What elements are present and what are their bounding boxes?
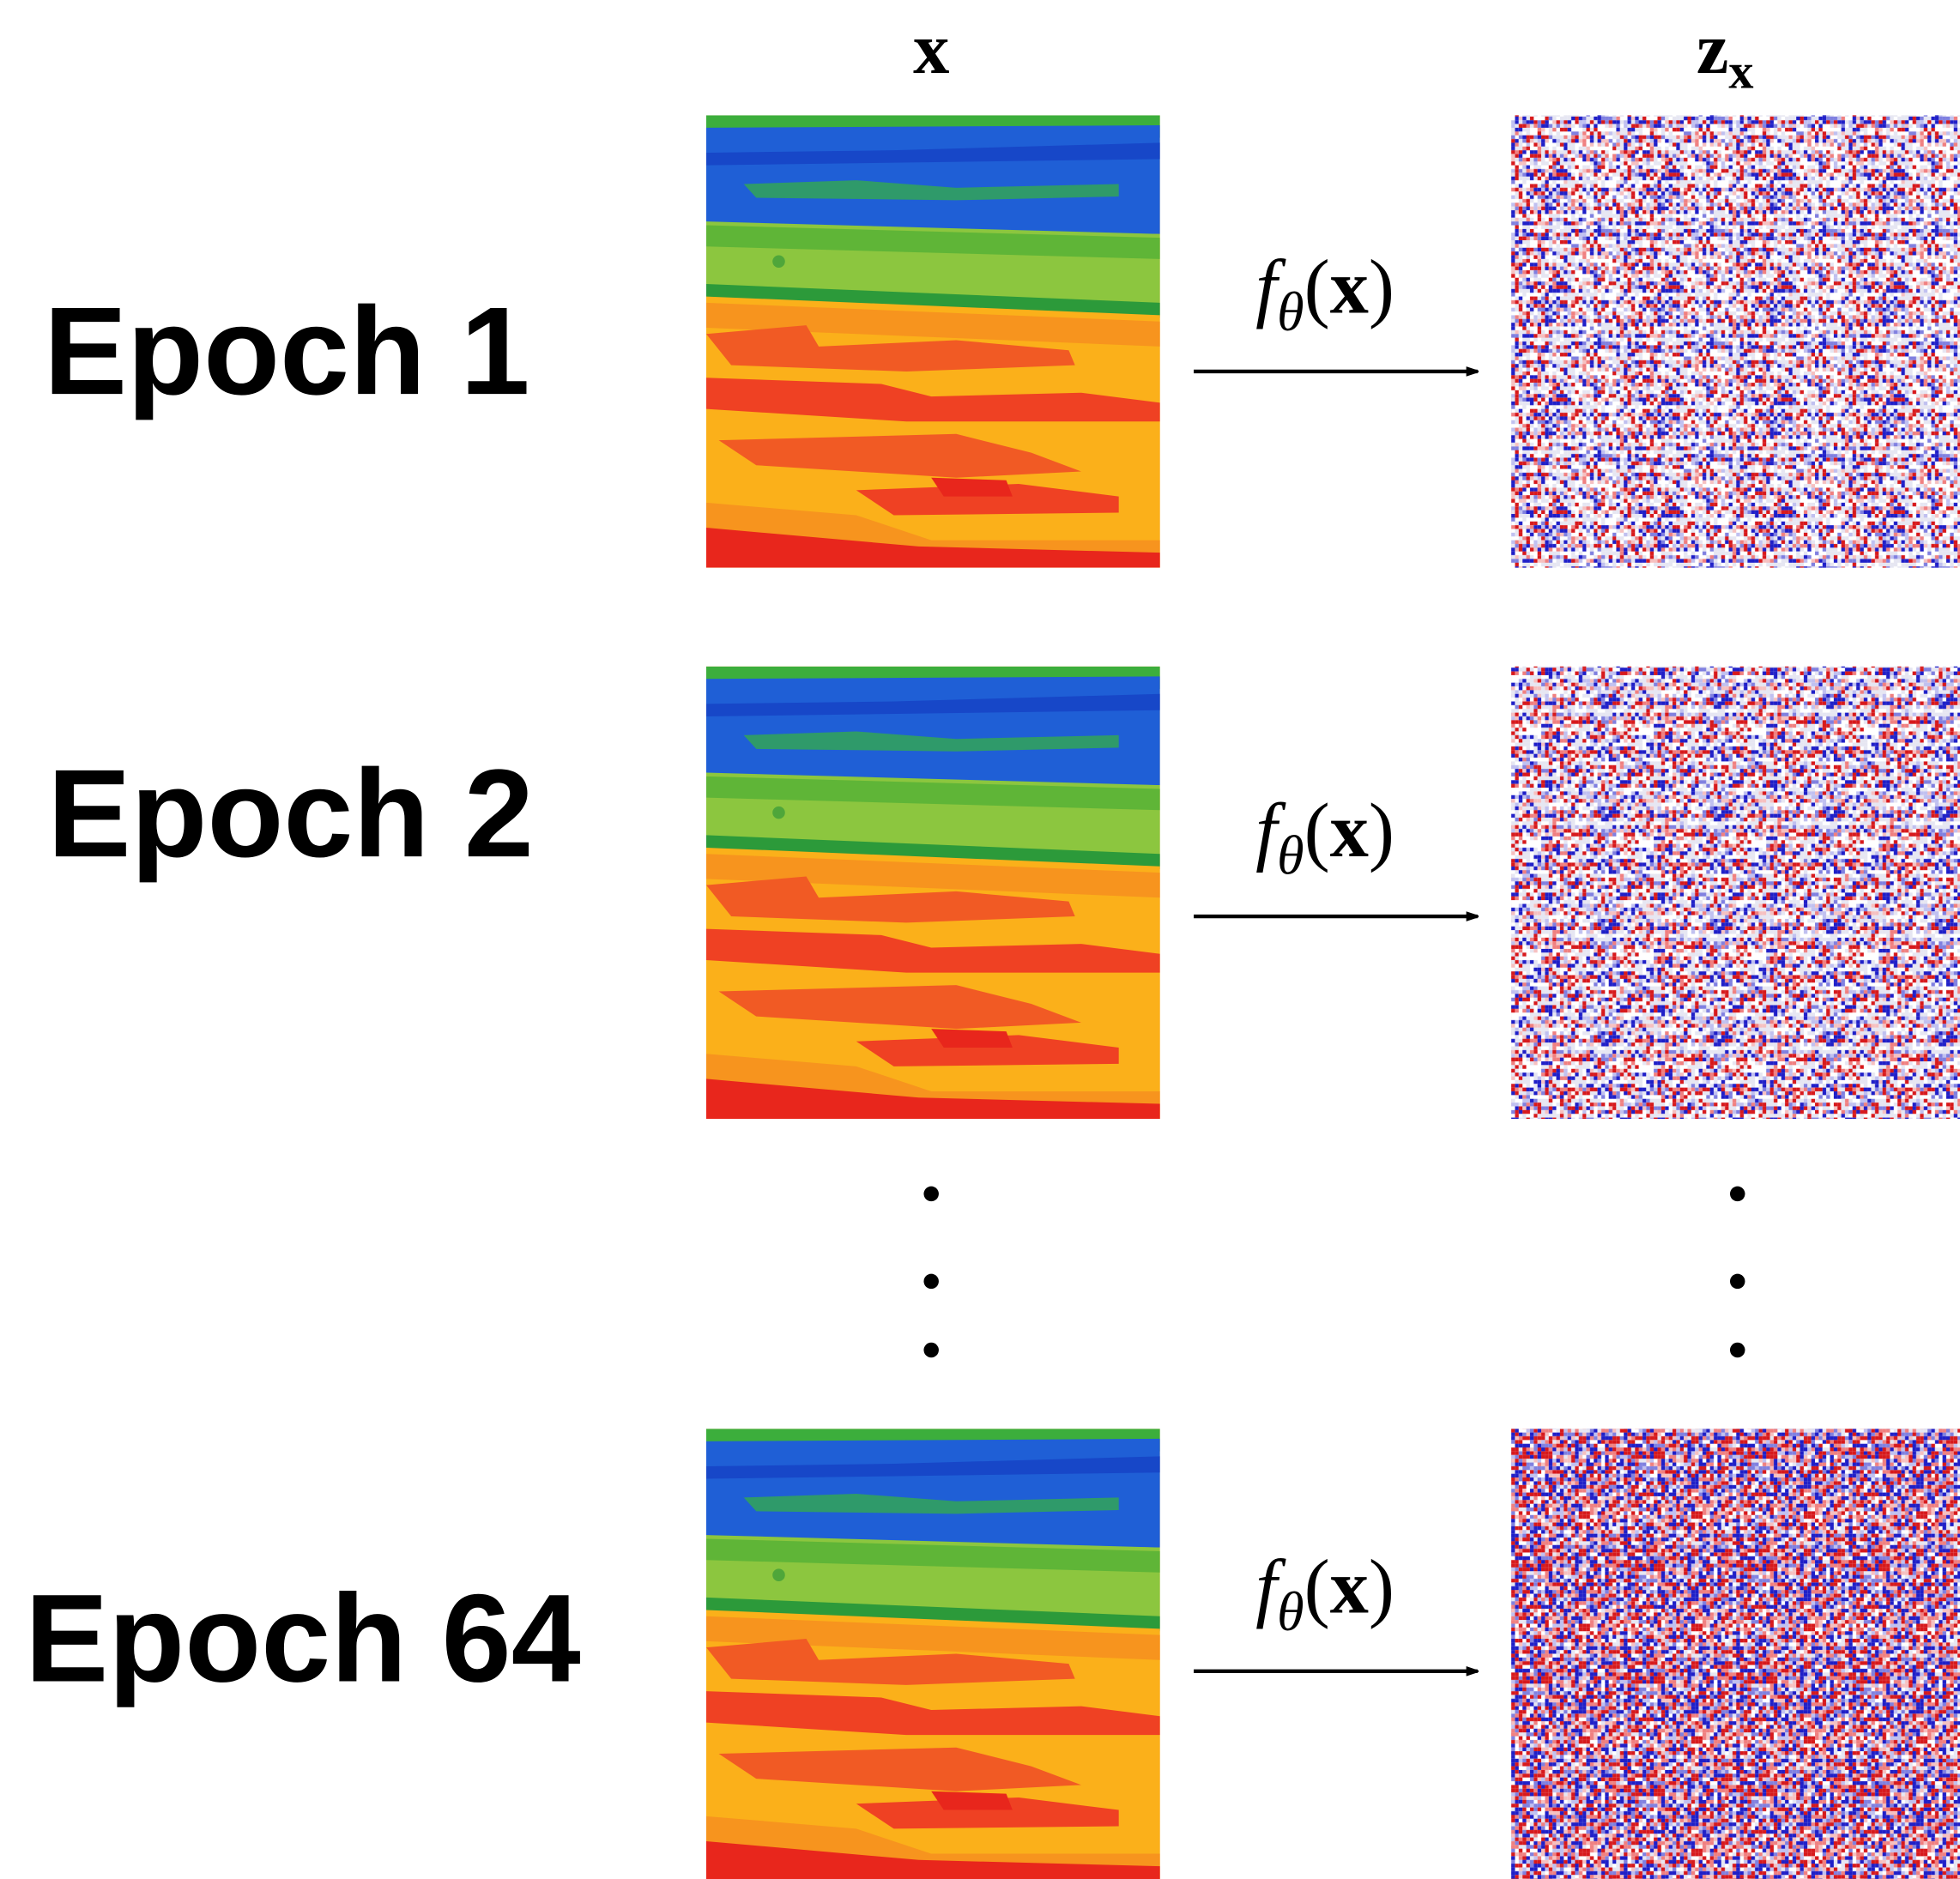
parameter-subscript: θ	[1277, 281, 1304, 342]
dot	[923, 1187, 938, 1201]
dot	[923, 1343, 938, 1357]
dot	[1730, 1187, 1745, 1201]
dot	[1730, 1343, 1745, 1357]
epoch-label: Epoch 2	[47, 743, 534, 883]
right-paren: )	[1369, 788, 1394, 873]
figure: x zx Epoch 1fθ(x)Epoch 2fθ(x)Epoch 64fθ(…	[0, 0, 1960, 1879]
parameter-subscript: θ	[1277, 825, 1304, 886]
latent-image	[1511, 115, 1960, 567]
argument: x	[1330, 1544, 1369, 1629]
mapping-label: fθ(x)	[1255, 1544, 1394, 1641]
input-header: x	[913, 9, 949, 89]
dot	[923, 1274, 938, 1289]
parameter-subscript: θ	[1277, 1581, 1304, 1642]
epoch-label: Epoch 1	[44, 281, 530, 420]
page: {"columns": {"input": "x", "latent": "z"…	[0, 0, 1960, 1879]
left-paren: (	[1304, 1544, 1330, 1629]
latent-header: zx	[1697, 9, 1754, 99]
epoch-label: Epoch 64	[25, 1568, 581, 1708]
mapping-label: fθ(x)	[1255, 244, 1394, 341]
input-image	[706, 667, 1160, 1119]
ellipsis	[923, 1187, 1745, 1358]
right-paren: )	[1369, 244, 1394, 329]
latent-image	[1511, 667, 1960, 1119]
right-paren: )	[1369, 1544, 1394, 1629]
input-image	[706, 1429, 1160, 1879]
mapping-label: fθ(x)	[1255, 788, 1394, 885]
argument: x	[1330, 244, 1369, 329]
left-paren: (	[1304, 788, 1330, 873]
latent-subscript: x	[1728, 43, 1753, 99]
input-image	[706, 115, 1160, 567]
argument: x	[1330, 788, 1369, 873]
left-paren: (	[1304, 244, 1330, 329]
latent-image	[1511, 1429, 1960, 1879]
dot	[1730, 1274, 1745, 1289]
latent-symbol: z	[1697, 9, 1729, 89]
